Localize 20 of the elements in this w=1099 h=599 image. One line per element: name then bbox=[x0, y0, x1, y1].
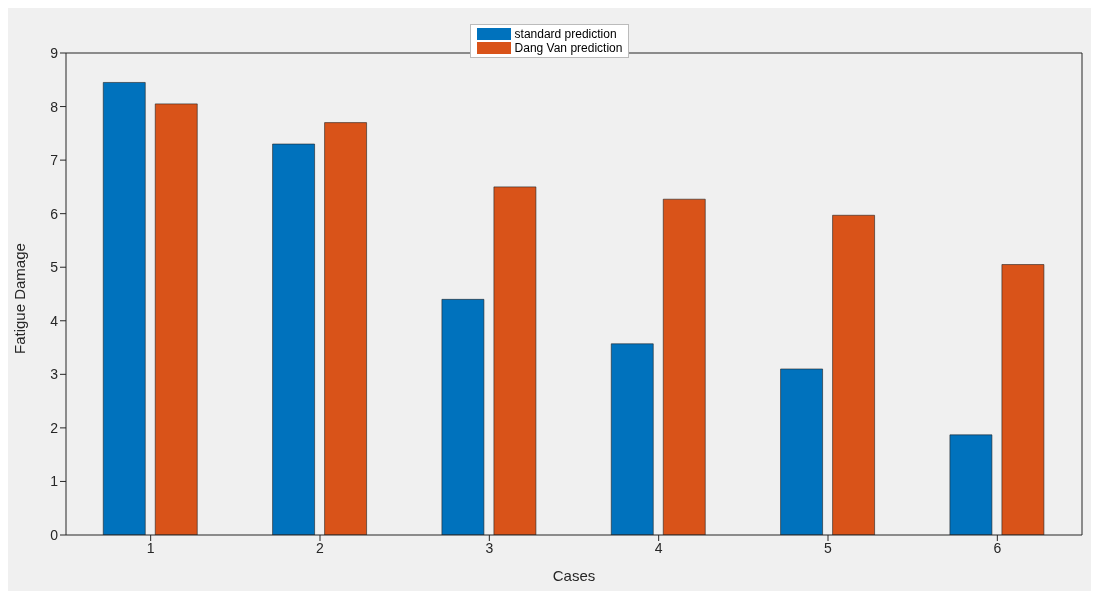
y-tick-label: 4 bbox=[50, 312, 59, 329]
legend-label: Dang Van prediction bbox=[514, 41, 623, 55]
y-tick-label: 0 bbox=[50, 526, 59, 543]
y-tick-label: 9 bbox=[50, 44, 59, 61]
x-tick-label: 3 bbox=[485, 539, 494, 556]
y-tick-label: 8 bbox=[50, 98, 59, 115]
x-tick-label: 4 bbox=[654, 539, 663, 556]
y-tick-label: 7 bbox=[50, 152, 59, 169]
x-axis-title: Cases bbox=[552, 567, 596, 584]
legend-label: standard prediction bbox=[514, 27, 617, 41]
x-tick-label: 2 bbox=[316, 539, 325, 556]
x-tick-label: 1 bbox=[146, 539, 155, 556]
x-tick-label: 6 bbox=[993, 539, 1002, 556]
y-tick-label: 2 bbox=[50, 419, 59, 436]
y-tick-label: 5 bbox=[50, 259, 59, 276]
y-tick-label: 6 bbox=[50, 205, 59, 222]
y-axis-title: Fatigue Damage bbox=[11, 243, 29, 354]
x-tick-label: 5 bbox=[824, 539, 833, 556]
y-tick-label: 3 bbox=[50, 366, 59, 383]
y-tick-label: 1 bbox=[50, 473, 59, 490]
